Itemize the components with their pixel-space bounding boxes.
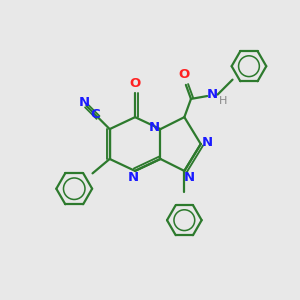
- Text: N: N: [207, 88, 218, 101]
- Text: H: H: [218, 95, 227, 106]
- Text: O: O: [179, 68, 190, 81]
- Text: N: N: [148, 121, 159, 134]
- Text: C: C: [91, 108, 100, 121]
- Text: N: N: [79, 96, 90, 109]
- Text: N: N: [183, 171, 194, 184]
- Text: O: O: [129, 77, 141, 90]
- Text: N: N: [128, 171, 139, 184]
- Text: N: N: [202, 136, 213, 149]
